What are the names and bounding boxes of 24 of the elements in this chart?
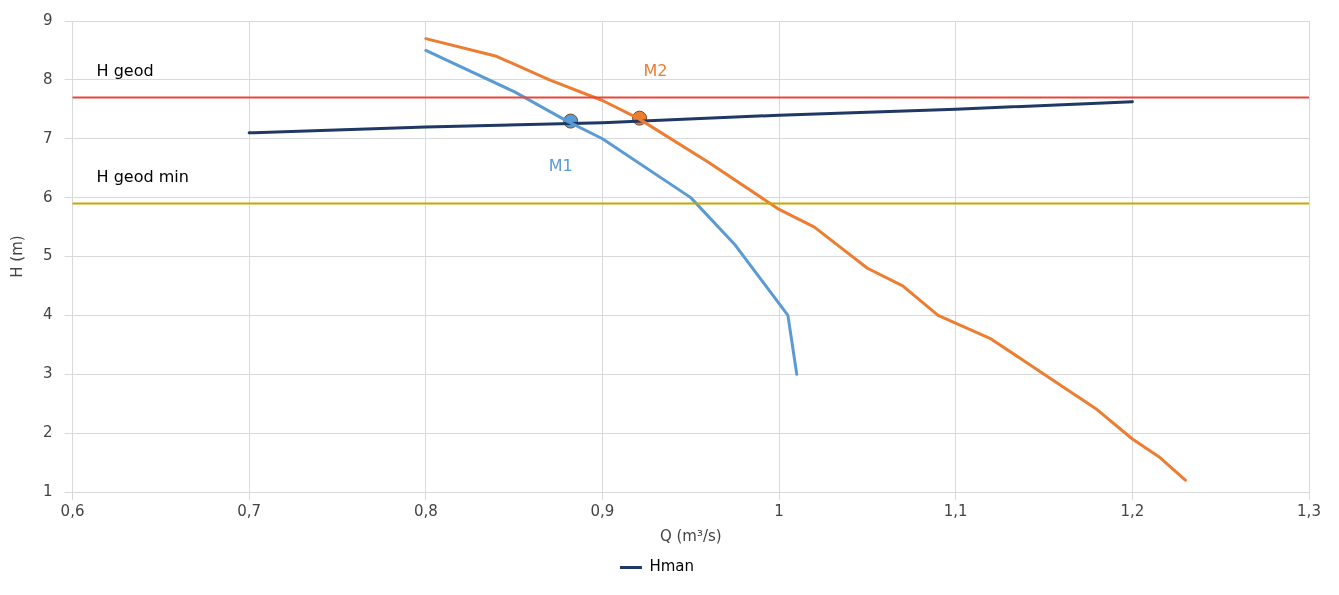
x-tick-label: 0,7 — [237, 501, 262, 520]
y-tick-label: 8 — [43, 69, 53, 88]
y-tick-label: 7 — [43, 128, 53, 147]
y-tick-label: 9 — [43, 10, 53, 29]
ref-line-label: H geod — [96, 60, 154, 80]
y-tick-label: 3 — [43, 364, 53, 383]
y-tick-label: 6 — [43, 187, 53, 206]
x-tick-label: 1,1 — [943, 501, 968, 520]
y-tick-label: 4 — [43, 305, 53, 324]
y-axis-title: H (m) — [7, 235, 26, 278]
annotation: M2 — [643, 61, 668, 81]
x-axis-title: Q (m³/s) — [659, 526, 722, 545]
x-tick-label: 0,9 — [590, 501, 615, 520]
x-tick-label: 1 — [774, 501, 784, 520]
legend-label: Hman — [649, 557, 695, 576]
y-tick-label: 1 — [43, 481, 53, 500]
annotation: M1 — [548, 156, 573, 176]
x-tick-label: 0,8 — [413, 501, 438, 520]
x-tick-label: 0,6 — [60, 501, 85, 520]
x-tick-label: 1,2 — [1120, 501, 1145, 520]
y-tick-label: 5 — [43, 246, 53, 265]
x-tick-label: 1,3 — [1297, 501, 1321, 520]
ref-line-label: H geod min — [96, 166, 189, 186]
y-tick-label: 2 — [43, 423, 53, 442]
